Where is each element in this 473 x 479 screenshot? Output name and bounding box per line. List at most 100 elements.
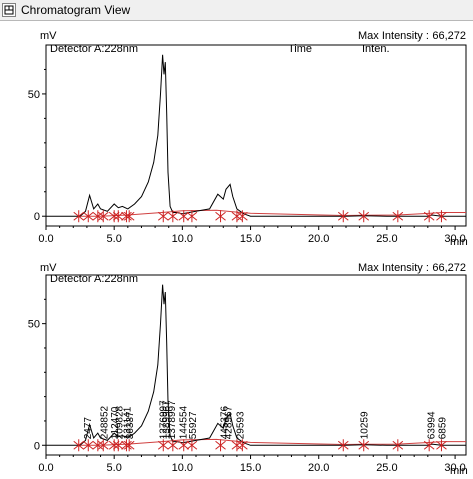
peak-marker	[178, 210, 190, 223]
chromatogram-panel-top[interactable]: mV Detector A:228nm Max Intensity : 66,2…	[0, 21, 473, 250]
peak-marker	[73, 210, 85, 223]
chromatogram-trace	[46, 284, 466, 446]
max-intensity-value: 66,272	[432, 262, 466, 274]
peak-marker	[423, 210, 435, 223]
title-bar: Chromatogram View	[0, 0, 473, 21]
peak-area-label: 55927	[188, 411, 199, 439]
peak-marker	[167, 439, 179, 452]
chromatogram-plot-top[interactable]: mV Detector A:228nm Max Intensity : 66,2…	[0, 21, 473, 250]
peak-marker	[215, 439, 226, 452]
chromatogram-panel-icon	[4, 5, 14, 15]
peak-marker	[112, 210, 124, 223]
peak-area-label: 1276997	[159, 400, 170, 439]
chromatogram-panel-bottom[interactable]: mV Detector A:228nm Max Intensity : 66,2…	[0, 250, 473, 479]
panel-toggle-button[interactable]	[2, 3, 16, 17]
x-tick-label: 30.0	[444, 462, 465, 474]
plot-frame	[45, 274, 467, 456]
peak-marker	[215, 210, 226, 223]
peak-area-label: 144554	[178, 405, 189, 439]
x-tick-label: 25.0	[376, 462, 397, 474]
chromatogram-trace	[46, 54, 466, 217]
peak-marker	[123, 439, 135, 452]
peak-marker	[186, 439, 198, 452]
peak-area-label: 2477	[83, 417, 94, 440]
peak-marker	[237, 210, 248, 223]
x-tick-label: 0.0	[38, 233, 53, 245]
x-tick-label: 20.0	[308, 462, 329, 474]
chromatogram-plot-bottom[interactable]: mV Detector A:228nm Max Intensity : 66,2…	[0, 250, 473, 479]
peak-marker	[82, 210, 94, 223]
x-tick-label: 25.0	[376, 233, 397, 245]
peak-marker	[178, 439, 190, 452]
peak-marker	[231, 439, 243, 452]
max-intensity-label: Max Intensity :	[358, 262, 429, 274]
peak-area-label: 112470	[110, 406, 121, 439]
x-axis-label: min	[450, 465, 468, 477]
peak-area-label: 1378997	[167, 400, 178, 439]
x-tick-label: 10.0	[172, 462, 193, 474]
peak-area-label: 10259	[360, 411, 371, 439]
max-intensity-label: Max Intensity :	[358, 30, 429, 42]
peak-marker	[82, 439, 94, 452]
y-tick-label: 50	[28, 319, 40, 331]
window-title: Chromatogram View	[21, 3, 131, 17]
peak-marker	[358, 210, 370, 223]
x-tick-label: 5.0	[107, 233, 122, 245]
x-tick-label: 15.0	[240, 462, 261, 474]
max-intensity-value: 66,272	[432, 30, 466, 42]
x-tick-label: 5.0	[107, 462, 122, 474]
y-tick-label: 0	[34, 211, 40, 223]
baseline-series	[80, 209, 466, 217]
peak-area-label: 248852	[99, 405, 110, 439]
peak-area-label: 6859	[437, 417, 448, 440]
plot-frame	[45, 44, 467, 227]
x-tick-label: 15.0	[240, 233, 261, 245]
peak-area-label: 63994	[427, 411, 438, 439]
peak-marker	[392, 210, 404, 223]
x-tick-label: 20.0	[308, 233, 329, 245]
peak-marker	[92, 210, 104, 223]
peak-marker	[231, 210, 243, 223]
peak-marker	[121, 210, 132, 223]
peak-marker	[436, 210, 447, 223]
header-time: Time	[288, 43, 312, 55]
peak-marker	[157, 210, 169, 223]
peak-marker	[392, 439, 404, 452]
peak-marker	[436, 439, 447, 452]
peak-marker	[97, 439, 109, 452]
peak-marker	[112, 439, 124, 452]
peak-marker	[237, 439, 248, 452]
y-axis-label: mV	[40, 30, 57, 42]
peak-marker	[108, 210, 120, 223]
peak-area-label: 36337	[125, 411, 136, 439]
peak-marker	[337, 439, 349, 452]
x-tick-label: 10.0	[172, 233, 193, 245]
baseline-series	[80, 438, 466, 446]
x-axis-label: min	[450, 236, 468, 248]
y-axis-label: mV	[40, 262, 57, 274]
peak-marker	[123, 210, 135, 223]
peak-area-label: 209828	[114, 405, 125, 439]
peak-marker	[186, 210, 198, 223]
peak-area-label: 428967	[223, 405, 234, 439]
peak-area-label: 1389967	[161, 400, 172, 439]
peak-marker	[97, 210, 109, 223]
detector-label: Detector A:228nm	[50, 273, 138, 285]
y-tick-label: 0	[34, 440, 40, 452]
peak-area-label: 445376	[219, 405, 230, 439]
peak-marker	[167, 210, 179, 223]
peak-marker	[108, 439, 120, 452]
peak-marker	[121, 439, 132, 452]
peak-marker	[73, 439, 85, 452]
x-tick-label: 0.0	[38, 462, 53, 474]
x-tick-label: 30.0	[444, 233, 465, 245]
detector-label: Detector A:228nm	[50, 43, 138, 55]
peak-marker	[157, 439, 169, 452]
peak-marker	[423, 439, 435, 452]
peak-area-label: 29593	[236, 411, 247, 439]
peak-marker	[92, 439, 104, 452]
peak-area-label: 131141	[122, 406, 133, 439]
y-tick-label: 50	[28, 89, 40, 101]
peak-marker	[337, 210, 349, 223]
header-inten: Inten.	[362, 43, 390, 55]
